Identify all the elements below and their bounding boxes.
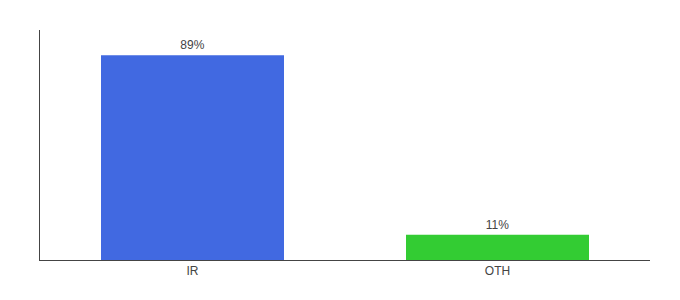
svg-text:11%: 11%	[486, 218, 509, 232]
svg-text:IR: IR	[187, 264, 199, 278]
svg-text:89%: 89%	[180, 38, 204, 52]
svg-text:OTH: OTH	[485, 264, 510, 278]
